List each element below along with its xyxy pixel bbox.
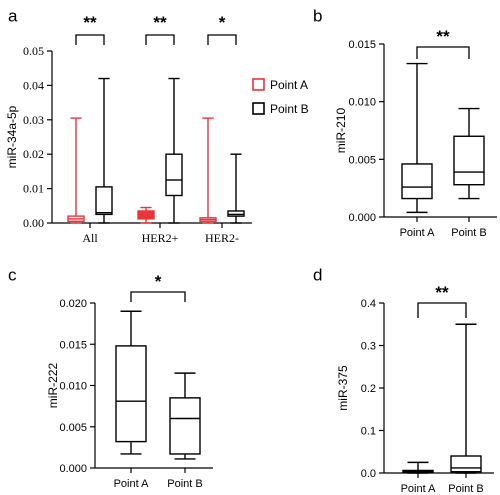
significance-bracket [417, 302, 467, 318]
y-tick-label: 0.010 [348, 97, 376, 109]
x-tick-label: All [82, 231, 98, 245]
panel-d: d 0.0 0.1 0.2 0.3 0.4 miR-375 Point A Point B ** [313, 265, 494, 495]
y-tick-label: 0.1 [361, 426, 376, 438]
x-tick-label: Point B [167, 478, 202, 490]
box-point-b-her2neg-box [227, 210, 245, 217]
y-tick-label: 0.000 [348, 212, 376, 224]
y-tick-label: 0.3 [361, 341, 376, 353]
significance-2-bracket [207, 34, 237, 45]
box-point-b-box [169, 397, 201, 455]
x-tick-label: HER2- [205, 231, 239, 245]
y-axis-label: miR-34a-5p [5, 105, 19, 168]
y-tick-label: 0.03 [23, 113, 44, 127]
x-tick-label: HER2+ [142, 231, 179, 245]
significance-label: ** [436, 27, 450, 46]
y-tick-label: 0.020 [59, 298, 87, 310]
y-axis-label: miR-210 [334, 108, 348, 154]
y-axis-label: miR-222 [46, 363, 60, 409]
box-point-b-all-box [95, 186, 113, 216]
box-point-a-box [401, 163, 433, 200]
y-tick-label: 0.015 [59, 339, 87, 351]
panel-label: d [313, 265, 322, 284]
significance-1-bracket [145, 34, 175, 45]
x-tick-label: Point A [400, 227, 436, 239]
panel-a: a 0.00 0.01 0.02 0.03 0.04 0.05 miR-34a-5p All HE… [5, 6, 309, 245]
x-tick-label: Point A [114, 478, 150, 490]
panel-b: b 0.000 0.005 0.010 0.015 miR-210 Point A Point… [313, 6, 497, 239]
y-tick-label: 0.005 [348, 154, 376, 166]
panel-label: a [8, 6, 18, 25]
panel-c: c 0.000 0.005 0.010 0.015 0.020 miR-222 Point A… [8, 265, 213, 490]
legend-entry: Point B [270, 102, 309, 116]
x-tick-label: Point A [401, 483, 437, 495]
box-point-b-her2pos-box [165, 153, 183, 197]
x-tick-label: Point B [448, 483, 483, 495]
panel-label: c [8, 265, 17, 284]
significance-0-bracket [75, 34, 105, 45]
legend-entry: Point A [270, 78, 308, 92]
y-tick-label: 0.04 [23, 78, 44, 92]
y-tick-label: 0.01 [23, 182, 44, 196]
significance-label: ** [435, 283, 449, 302]
significance-bracket [130, 291, 186, 302]
significance-bracket [416, 46, 470, 59]
legend: Point A Point B [252, 78, 309, 116]
y-tick-label: 0.005 [59, 422, 87, 434]
significance-1-label: ** [153, 13, 167, 32]
box-point-b-box [450, 455, 482, 473]
y-tick-label: 0.010 [59, 381, 87, 393]
y-tick-label: 0.4 [361, 298, 376, 310]
y-tick-label: 0.02 [23, 147, 44, 161]
significance-label: * [155, 272, 162, 291]
box-point-b-box [453, 135, 485, 186]
y-tick-label: 0.0 [361, 468, 376, 480]
box-point-a-box [115, 345, 147, 443]
legend-swatch [252, 102, 265, 115]
y-axis-label: miR-375 [336, 365, 350, 411]
y-tick-label: 0.05 [23, 44, 44, 58]
panel-label: b [313, 6, 322, 25]
y-tick-label: 0.2 [361, 383, 376, 395]
x-tick-label: Point B [451, 227, 486, 239]
y-tick-label: 0.015 [348, 39, 376, 51]
y-tick-label: 0.00 [23, 216, 44, 230]
significance-2-label: * [219, 13, 226, 32]
significance-0-label: ** [83, 13, 97, 32]
legend-swatch [252, 78, 265, 91]
y-tick-label: 0.000 [59, 463, 87, 475]
